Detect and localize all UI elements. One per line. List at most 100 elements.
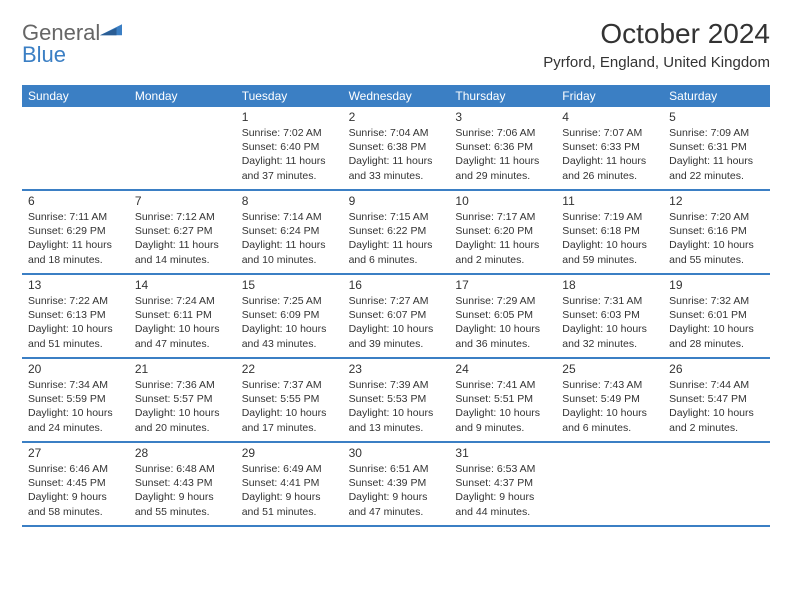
month-title: October 2024 — [543, 18, 770, 50]
calendar-cell: 13 Sunrise: 7:22 AMSunset: 6:13 PMDayligh… — [22, 275, 129, 357]
day-number: 26 — [669, 362, 764, 376]
sunrise-line: Sunrise: 7:22 AM — [28, 294, 123, 308]
sunset-line: Sunset: 6:18 PM — [562, 224, 657, 238]
sunrise-line: Sunrise: 7:12 AM — [135, 210, 230, 224]
calendar-cell: 2Sunrise: 7:04 AMSunset: 6:38 PMDaylight… — [343, 107, 450, 189]
day-number: 3 — [455, 110, 550, 124]
calendar-cell: 30Sunrise: 6:51 AMSunset: 4:39 PMDayligh… — [343, 443, 450, 525]
daylight-line: Daylight: 9 hours and 44 minutes. — [455, 490, 550, 518]
sunrise-line: Sunrise: 7:37 AM — [242, 378, 337, 392]
daylight-line: Daylight: 11 hours and 10 minutes. — [242, 238, 337, 266]
sunset-line: Sunset: 5:57 PM — [135, 392, 230, 406]
sunrise-line: Sunrise: 7:36 AM — [135, 378, 230, 392]
daylight-line: Daylight: 10 hours and 59 minutes. — [562, 238, 657, 266]
daylight-line: Daylight: 9 hours and 47 minutes. — [349, 490, 444, 518]
calendar-cell — [129, 107, 236, 189]
daylight-line: Daylight: 11 hours and 33 minutes. — [349, 154, 444, 182]
daylight-line: Daylight: 10 hours and 20 minutes. — [135, 406, 230, 434]
sunset-line: Sunset: 5:47 PM — [669, 392, 764, 406]
sunset-line: Sunset: 6:03 PM — [562, 308, 657, 322]
sunset-line: Sunset: 6:22 PM — [349, 224, 444, 238]
sunrise-line: Sunrise: 7:11 AM — [28, 210, 123, 224]
sunset-line: Sunset: 6:09 PM — [242, 308, 337, 322]
calendar-cell — [663, 443, 770, 525]
sunset-line: Sunset: 5:51 PM — [455, 392, 550, 406]
sunset-line: Sunset: 5:55 PM — [242, 392, 337, 406]
daylight-line: Daylight: 9 hours and 58 minutes. — [28, 490, 123, 518]
calendar-cell: 4Sunrise: 7:07 AMSunset: 6:33 PMDaylight… — [556, 107, 663, 189]
daylight-line: Daylight: 11 hours and 37 minutes. — [242, 154, 337, 182]
sunrise-line: Sunrise: 7:09 AM — [669, 126, 764, 140]
logo-mark-icon — [100, 18, 122, 36]
day-number: 29 — [242, 446, 337, 460]
daylight-line: Daylight: 11 hours and 2 minutes. — [455, 238, 550, 266]
sunset-line: Sunset: 6:31 PM — [669, 140, 764, 154]
dayhead-thursday: Thursday — [449, 85, 556, 107]
calendar-cell — [22, 107, 129, 189]
calendar-cell: 11Sunrise: 7:19 AMSunset: 6:18 PMDayligh… — [556, 191, 663, 273]
calendar-cell: 6Sunrise: 7:11 AMSunset: 6:29 PMDaylight… — [22, 191, 129, 273]
day-number: 5 — [669, 110, 764, 124]
calendar-cell: 18Sunrise: 7:31 AMSunset: 6:03 PMDayligh… — [556, 275, 663, 357]
day-number: 1 — [242, 110, 337, 124]
sunset-line: Sunset: 6:29 PM — [28, 224, 123, 238]
sunrise-line: Sunrise: 7:06 AM — [455, 126, 550, 140]
calendar-cell: 14Sunrise: 7:24 AMSunset: 6:11 PMDayligh… — [129, 275, 236, 357]
sunset-line: Sunset: 6:13 PM — [28, 308, 123, 322]
sunset-line: Sunset: 6:33 PM — [562, 140, 657, 154]
sunset-line: Sunset: 4:41 PM — [242, 476, 337, 490]
sunset-line: Sunset: 6:24 PM — [242, 224, 337, 238]
sunset-line: Sunset: 4:39 PM — [349, 476, 444, 490]
sunset-line: Sunset: 6:38 PM — [349, 140, 444, 154]
day-number: 8 — [242, 194, 337, 208]
sunset-line: Sunset: 6:40 PM — [242, 140, 337, 154]
logo-text: General Blue — [22, 18, 122, 66]
sunset-line: Sunset: 4:45 PM — [28, 476, 123, 490]
day-number: 2 — [349, 110, 444, 124]
daylight-line: Daylight: 11 hours and 18 minutes. — [28, 238, 123, 266]
calendar-cell: 24Sunrise: 7:41 AMSunset: 5:51 PMDayligh… — [449, 359, 556, 441]
location: Pyrford, England, United Kingdom — [543, 54, 770, 71]
day-number: 20 — [28, 362, 123, 376]
dayhead-sunday: Sunday — [22, 85, 129, 107]
daylight-line: Daylight: 10 hours and 6 minutes. — [562, 406, 657, 434]
daylight-line: Daylight: 11 hours and 26 minutes. — [562, 154, 657, 182]
daylight-line: Daylight: 10 hours and 51 minutes. — [28, 322, 123, 350]
day-number: 31 — [455, 446, 550, 460]
daylight-line: Daylight: 10 hours and 17 minutes. — [242, 406, 337, 434]
sunrise-line: Sunrise: 6:49 AM — [242, 462, 337, 476]
sunset-line: Sunset: 5:53 PM — [349, 392, 444, 406]
sunset-line: Sunset: 6:27 PM — [135, 224, 230, 238]
day-number: 24 — [455, 362, 550, 376]
calendar-cell: 22Sunrise: 7:37 AMSunset: 5:55 PMDayligh… — [236, 359, 343, 441]
calendar-cell: 25Sunrise: 7:43 AMSunset: 5:49 PMDayligh… — [556, 359, 663, 441]
daylight-line: Daylight: 11 hours and 14 minutes. — [135, 238, 230, 266]
calendar-cell: 27Sunrise: 6:46 AMSunset: 4:45 PMDayligh… — [22, 443, 129, 525]
day-number: 13 — [28, 278, 123, 292]
sunset-line: Sunset: 6:16 PM — [669, 224, 764, 238]
sunrise-line: Sunrise: 6:53 AM — [455, 462, 550, 476]
dayhead-monday: Monday — [129, 85, 236, 107]
daylight-line: Daylight: 10 hours and 24 minutes. — [28, 406, 123, 434]
calendar-cell: 12Sunrise: 7:20 AMSunset: 6:16 PMDayligh… — [663, 191, 770, 273]
sunset-line: Sunset: 4:37 PM — [455, 476, 550, 490]
dayhead-tuesday: Tuesday — [236, 85, 343, 107]
day-number: 10 — [455, 194, 550, 208]
calendar-cell: 28Sunrise: 6:48 AMSunset: 4:43 PMDayligh… — [129, 443, 236, 525]
sunset-line: Sunset: 4:43 PM — [135, 476, 230, 490]
dayhead-wednesday: Wednesday — [343, 85, 450, 107]
calendar-cell: 16Sunrise: 7:27 AMSunset: 6:07 PMDayligh… — [343, 275, 450, 357]
day-number: 30 — [349, 446, 444, 460]
daylight-line: Daylight: 10 hours and 13 minutes. — [349, 406, 444, 434]
sunrise-line: Sunrise: 7:29 AM — [455, 294, 550, 308]
calendar-cell: 8Sunrise: 7:14 AMSunset: 6:24 PMDaylight… — [236, 191, 343, 273]
day-number: 19 — [669, 278, 764, 292]
logo: General Blue — [22, 18, 122, 66]
sunrise-line: Sunrise: 7:15 AM — [349, 210, 444, 224]
header: General Blue October 2024 Pyrford, Engla… — [22, 18, 770, 71]
calendar-cell: 7Sunrise: 7:12 AMSunset: 6:27 PMDaylight… — [129, 191, 236, 273]
day-number: 23 — [349, 362, 444, 376]
calendar-cell: 21Sunrise: 7:36 AMSunset: 5:57 PMDayligh… — [129, 359, 236, 441]
daylight-line: Daylight: 11 hours and 29 minutes. — [455, 154, 550, 182]
daylight-line: Daylight: 10 hours and 39 minutes. — [349, 322, 444, 350]
